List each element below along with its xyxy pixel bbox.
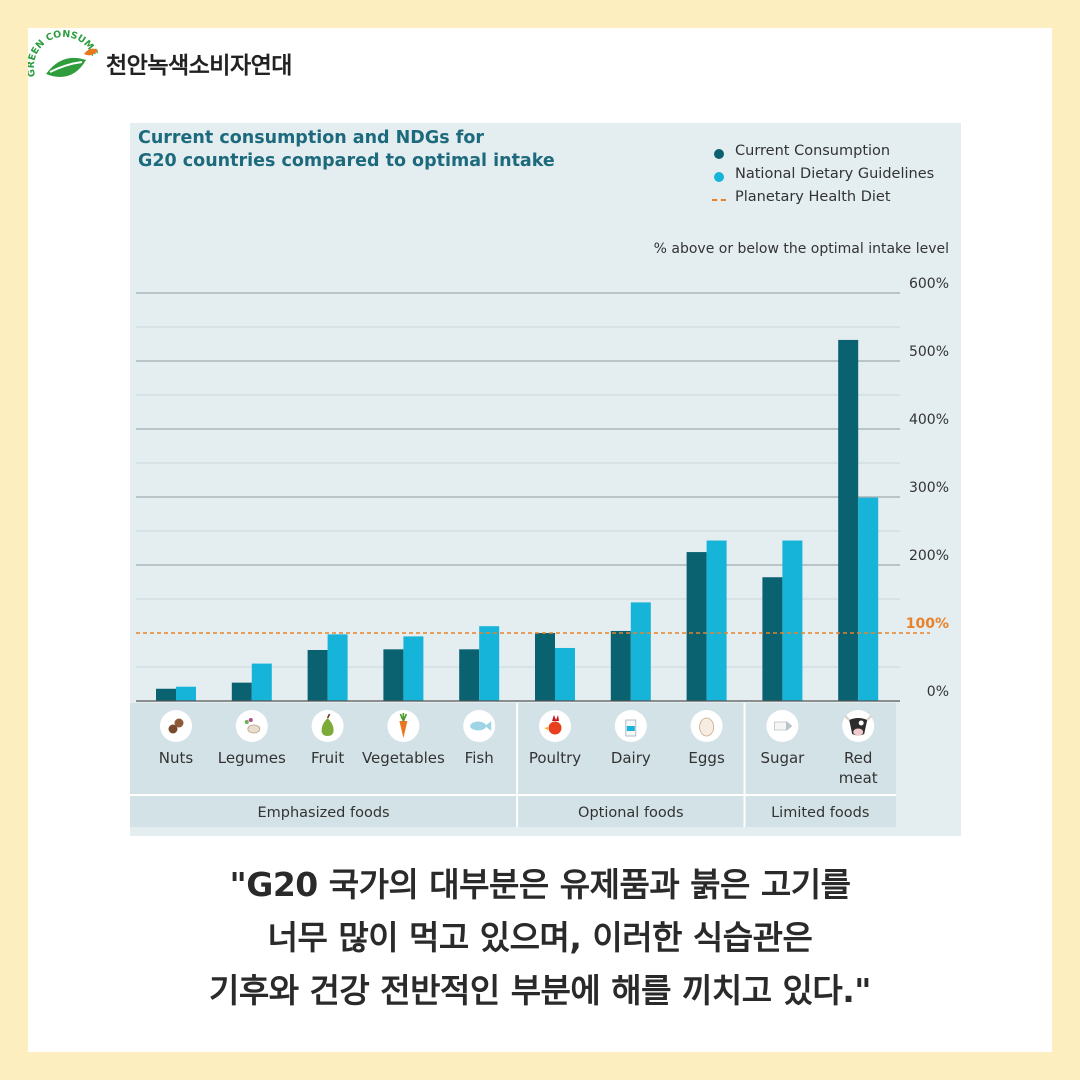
category-label-line: Dairy: [611, 749, 651, 767]
bar-current-consumption: [610, 630, 631, 701]
category-label-line: Legumes: [218, 749, 286, 767]
chicken-comb: [552, 715, 559, 721]
sugar-icon: [774, 721, 793, 731]
fish-tail: [485, 721, 492, 731]
bar-current-consumption: [686, 552, 707, 701]
carrot-leaves: [399, 713, 408, 722]
category-label-line: meat: [839, 769, 878, 787]
bean-dot: [248, 718, 253, 722]
chicken-icon: [544, 715, 562, 735]
organization-name: 천안녹색소비자연대: [106, 53, 292, 79]
pear-shape: [321, 718, 334, 736]
pear-icon: [321, 713, 334, 736]
legend-swatch-current: [714, 149, 724, 159]
cow-nose: [853, 728, 864, 736]
bar-current-consumption: [231, 682, 252, 701]
quote-line-3: 기후와 건강 전반적인 부분에 해를 끼치고 있다.": [208, 971, 872, 1010]
category-label-line: Vegetables: [362, 749, 445, 767]
egg-shape: [699, 717, 714, 737]
bar-current-consumption: [307, 650, 328, 701]
category-label: Fruit: [311, 749, 344, 767]
legend-label-planetary: Planetary Health Diet: [735, 189, 891, 205]
bar-national-guidelines: [858, 497, 879, 701]
category-label: Sugar: [760, 749, 805, 767]
category-label-line: Poultry: [529, 749, 581, 767]
category-label: Red meat: [839, 749, 878, 787]
chicken-beak: [544, 727, 548, 730]
bar-national-guidelines: [327, 634, 348, 701]
pea-shape: [244, 720, 249, 724]
y-axis-caption: % above or below the optimal intake leve…: [653, 241, 949, 257]
bar-national-guidelines: [479, 626, 500, 701]
milk-label: [626, 726, 635, 731]
category-label-line: Fish: [465, 749, 494, 767]
y-tick-label: 0%: [927, 684, 949, 700]
category-label: Dairy: [611, 749, 651, 767]
peanut-shape: [174, 718, 184, 728]
green-consumer-leaf-icon: GREEN CONSUMERS: [28, 26, 98, 78]
category-label-line: Fruit: [311, 749, 344, 767]
pear-stem: [326, 713, 331, 719]
category-label-line: Sugar: [760, 749, 805, 767]
sugar-cube: [774, 721, 787, 731]
category-label: Vegetables: [362, 749, 445, 767]
bar-national-guidelines: [555, 647, 575, 701]
category-label-line: Eggs: [688, 749, 725, 767]
bar-current-consumption: [838, 339, 859, 701]
category-label-line: Red: [844, 749, 873, 767]
cow-horns: [844, 715, 872, 721]
legend-swatch-planetary: [712, 199, 726, 201]
bar-current-consumption: [156, 688, 176, 701]
quote-line-2: 너무 많이 먹고 있으며, 이러한 식습관은: [267, 918, 813, 957]
beans-icon: [244, 718, 261, 734]
category-label-line: Nuts: [159, 749, 194, 767]
bar-current-consumption: [535, 633, 555, 701]
y-tick-label: 400%: [909, 412, 949, 428]
peanut-shape: [168, 724, 178, 734]
carrot-shape: [399, 721, 408, 738]
group-label: Optional foods: [578, 805, 684, 821]
bar-chart-plot: 600% 500% 400% 300% 200% 100% 0% Emphasized foo…: [130, 276, 949, 827]
quote-line-1: "G20 국가의 대부분은 유제품과 붉은 고기를: [229, 865, 851, 904]
y-tick-label: 100%: [906, 616, 949, 632]
chicken-body: [548, 721, 562, 735]
milk-icon: [625, 719, 637, 737]
sugar-tip: [786, 721, 793, 731]
fish-body: [470, 721, 487, 731]
fish-icon: [470, 721, 492, 731]
category-label: Legumes: [218, 749, 286, 767]
bar-national-guidelines: [176, 686, 196, 701]
egg-icon: [699, 717, 714, 737]
bar-current-consumption: [762, 577, 783, 701]
bar-national-guidelines: [782, 540, 803, 701]
carrot-icon: [399, 713, 408, 738]
bar-current-consumption: [459, 649, 480, 701]
bar-national-guidelines: [251, 663, 272, 701]
bar-current-consumption: [383, 649, 404, 701]
category-label: Nuts: [159, 749, 194, 767]
chart-panel: Current consumption and NDGs for G20 cou…: [130, 123, 961, 836]
legend-label-ndg: National Dietary Guidelines: [735, 166, 935, 182]
y-tick-label: 300%: [909, 480, 949, 496]
legend-swatch-ndg: [714, 172, 724, 182]
legend-label-current: Current Consumption: [735, 143, 891, 159]
category-label: Fish: [465, 749, 494, 767]
y-tick-label: 200%: [909, 548, 949, 564]
cow-patch: [858, 720, 864, 726]
category-label: Poultry: [529, 749, 581, 767]
peanut-icon: [168, 718, 184, 734]
chart-title: Current consumption and NDGs for G20 cou…: [138, 128, 555, 171]
bar-national-guidelines: [706, 540, 727, 701]
bar-national-guidelines: [630, 602, 651, 701]
quote-text: "G20 국가의 대부분은 유제품과 붉은 고기를 너무 많이 먹고 있으며, …: [0, 858, 1080, 1017]
category-label: Eggs: [688, 749, 725, 767]
bean-shape: [247, 724, 261, 734]
bar-national-guidelines: [403, 636, 424, 701]
organization-logo: GREEN CONSUMERS 천안녹색소비자연대: [28, 26, 338, 96]
y-tick-label: 500%: [909, 344, 949, 360]
group-label: Limited foods: [771, 805, 869, 821]
group-label: Emphasized foods: [257, 805, 389, 821]
cow-icon: [844, 715, 872, 736]
y-tick-label: 600%: [909, 276, 949, 292]
